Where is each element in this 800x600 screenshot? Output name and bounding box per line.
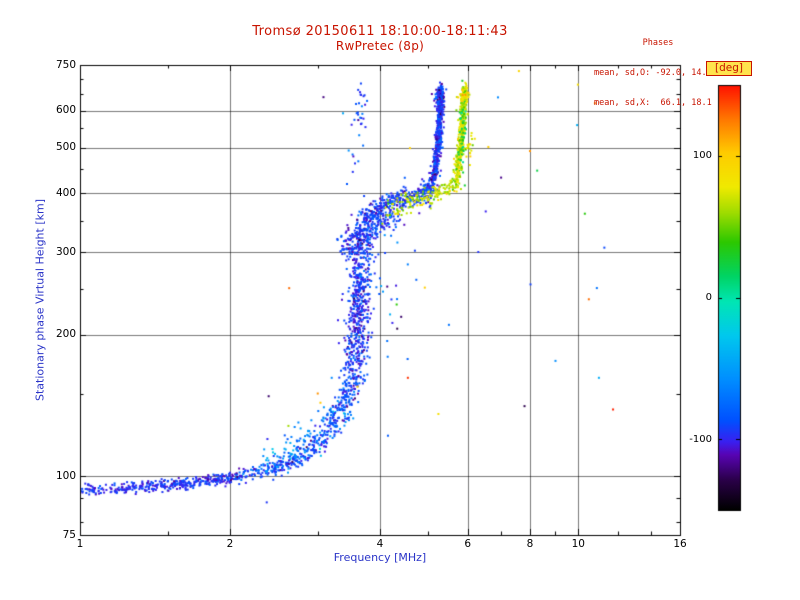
- colorbar-unit-label: [deg]: [706, 61, 752, 76]
- chart-title: Tromsø 20150611 18:10:00-18:11:43: [252, 24, 508, 39]
- x-tick-label: 10: [571, 538, 585, 550]
- y-tick-label: 100: [55, 469, 76, 482]
- colorbar-tick-label: 100: [692, 150, 712, 162]
- x-tick-label: 4: [376, 538, 384, 550]
- y-tick-label: 600: [55, 104, 76, 117]
- x-tick-label: 1: [76, 538, 84, 550]
- x-tick-label: 8: [526, 538, 534, 550]
- y-tick-label: 200: [55, 328, 76, 341]
- y-tick-label: 75: [62, 528, 76, 541]
- phase-stats-heading: Phases: [642, 38, 674, 48]
- phase-stats: Phases mean, sd,O: -92.0, 14.8 mean, sd,…: [594, 18, 722, 128]
- phase-stats-o-line: mean, sd,O: -92.0, 14.8: [594, 68, 712, 78]
- x-tick-label: 2: [226, 538, 234, 550]
- y-tick-label: 500: [55, 141, 76, 154]
- y-tick-label: 300: [55, 245, 76, 258]
- phase-stats-x-line: mean, sd,X: 66.1, 18.1: [594, 98, 712, 108]
- y-tick-label: 400: [55, 186, 76, 199]
- chart-subtitle: RwPretec (8p): [335, 39, 425, 53]
- y-tick-label: 750: [55, 58, 76, 71]
- colorbar-tick-label: -100: [689, 433, 712, 445]
- x-tick-label: 6: [464, 538, 472, 550]
- y-axis-label: Stationary phase Virtual Height [km]: [33, 198, 47, 402]
- colorbar-tick-label: 0: [705, 292, 712, 303]
- x-axis-label: Frequency [MHz]: [333, 551, 427, 564]
- x-tick-label: 16: [673, 538, 687, 550]
